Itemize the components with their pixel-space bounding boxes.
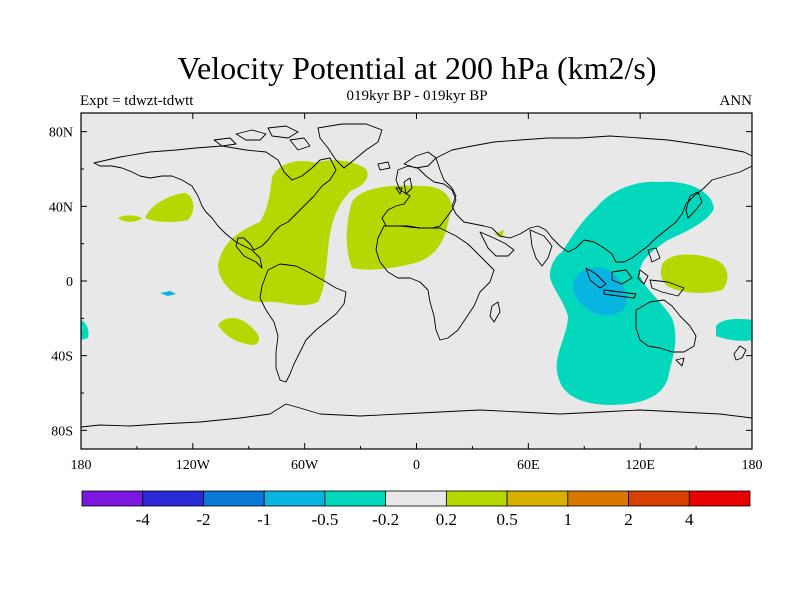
- negative-anomaly-south-pacific-west-edge: [81, 320, 89, 340]
- x-tick-label: 0: [413, 458, 420, 473]
- colorbar-swatch: [445, 490, 508, 507]
- positive-anomaly-americas-atlantic: [218, 160, 368, 306]
- x-tick-label: 120E: [625, 458, 655, 473]
- positive-anomaly-western-pacific: [660, 254, 728, 293]
- positive-anomaly-southeast-pacific: [218, 317, 259, 345]
- colorbar-label: 2: [624, 510, 633, 529]
- stronger-negative-anomaly-maritime-continent: [572, 267, 627, 316]
- positive-anomaly-africa-atlantic: [346, 185, 452, 270]
- coastline-south-america: [259, 263, 347, 383]
- coastline-new-zealand: [733, 345, 747, 361]
- coastline-australia: [635, 299, 697, 367]
- negative-anomaly-southwest-pacific: [716, 318, 752, 341]
- colorbar-swatch: [385, 490, 447, 507]
- x-tick-label: 120W: [176, 458, 211, 473]
- coastline-africa: [375, 225, 495, 341]
- experiment-label: Expt = tdwzt-tdwtt: [80, 93, 194, 109]
- contour-fill-group: [81, 160, 752, 405]
- coastline-madagascar: [489, 301, 501, 323]
- colorbar-swatch: [567, 490, 629, 507]
- plot-subtitle: 019kyr BP - 019kyr BP: [346, 88, 488, 104]
- colorbar-label: -1: [257, 510, 271, 529]
- coastline-japan: [685, 191, 703, 219]
- plot-title: Velocity Potential at 200 hPa (km2/s): [177, 50, 657, 86]
- colorbar-label: -4: [136, 510, 151, 529]
- x-tick-label: 180: [742, 458, 763, 473]
- colorbar-label: 0.2: [436, 510, 457, 529]
- colorbar-swatch: [203, 490, 265, 507]
- y-tick-label: 80N: [49, 126, 73, 141]
- x-axis: 180 120W 60W 0 60E 120E 180: [71, 113, 763, 473]
- coastline-maritime-continent: [585, 247, 685, 299]
- colorbar-swatch: [142, 490, 204, 507]
- colorbar-swatch: [506, 490, 569, 507]
- coastline-iceland: [377, 161, 391, 171]
- positive-anomaly-north-pacific: [145, 193, 194, 222]
- coastline-india: [529, 229, 553, 267]
- colorbar-swatch: [688, 490, 751, 507]
- colorbar-label: -2: [196, 510, 210, 529]
- colorbar-label: -0.2: [372, 510, 399, 529]
- colorbar-swatch: [324, 490, 387, 507]
- negative-anomaly-central-pacific-small: [160, 291, 176, 296]
- coastline-arctic-islands: [213, 125, 311, 151]
- colorbar-label: 4: [685, 510, 694, 529]
- coastlines: [81, 123, 752, 428]
- y-tick-label: 80S: [51, 424, 73, 439]
- colorbar-label: -0.5: [311, 510, 338, 529]
- colorbar: -4 -2 -1 -0.5 -0.2 0.2 0.5 1 2 4: [81, 490, 751, 529]
- x-tick-label: 60W: [291, 458, 319, 473]
- y-tick-label: 40N: [49, 200, 73, 215]
- coastline-antarctica: [81, 403, 752, 428]
- coastline-asia: [435, 135, 752, 263]
- y-tick-label: 40S: [51, 350, 73, 365]
- coastline-british-isles: [395, 177, 413, 195]
- x-tick-label: 180: [71, 458, 92, 473]
- coastline-north-america: [93, 145, 337, 269]
- coastline-arabia: [479, 231, 515, 257]
- season-label: ANN: [719, 93, 753, 109]
- x-tick-label: 60E: [517, 458, 540, 473]
- coastline-greenland: [317, 123, 383, 169]
- colorbar-swatch: [263, 490, 326, 507]
- y-tick-label: 0: [66, 275, 73, 290]
- colorbar-label: 1: [564, 510, 573, 529]
- positive-anomaly-north-pacific-small: [118, 215, 142, 222]
- colorbar-swatch: [628, 490, 690, 507]
- y-axis: 80N 40N 0 40S 80S: [49, 126, 752, 439]
- colorbar-label: 0.5: [496, 510, 517, 529]
- colorbar-swatch: [81, 490, 144, 507]
